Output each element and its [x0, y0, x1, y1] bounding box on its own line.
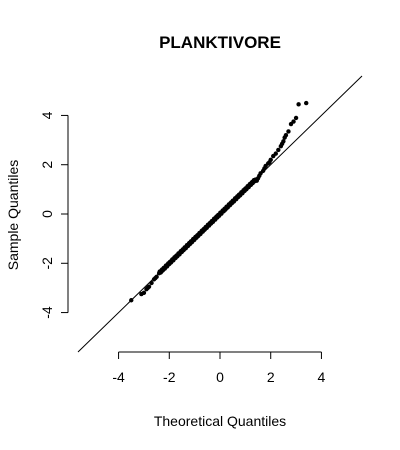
y-tick-label: -2 [39, 257, 55, 270]
data-point [286, 129, 291, 134]
x-tick-label: -2 [163, 369, 176, 385]
y-tick-label: 4 [39, 111, 55, 119]
x-axis-ticks: -4 -2 0 2 4 [112, 352, 326, 385]
data-point [273, 151, 278, 156]
y-tick-label: 2 [39, 161, 55, 169]
data-point [141, 290, 147, 296]
data-point [129, 298, 134, 303]
x-axis-label: Theoretical Quantiles [154, 413, 286, 429]
data-point [154, 274, 159, 280]
data-point [276, 147, 281, 153]
x-tick-label: 0 [216, 369, 224, 385]
x-tick-label: -4 [112, 369, 125, 385]
data-point [293, 115, 299, 121]
data-point [281, 139, 286, 144]
chart-title: PLANKTIVORE [159, 33, 281, 52]
x-tick-label: 4 [318, 369, 326, 385]
data-point [146, 284, 152, 289]
data-point [291, 119, 296, 124]
y-tick-label: -4 [39, 306, 55, 319]
y-axis-ticks: -4 -2 0 2 4 [39, 111, 68, 319]
y-axis-label: Sample Quantiles [5, 160, 21, 271]
data-point [283, 132, 289, 138]
y-tick-label: 0 [39, 210, 55, 218]
data-point [304, 100, 309, 106]
data-point [268, 157, 273, 162]
x-tick-label: 2 [267, 369, 275, 385]
data-point [149, 280, 154, 286]
data-points [129, 100, 309, 303]
data-point [296, 102, 301, 107]
